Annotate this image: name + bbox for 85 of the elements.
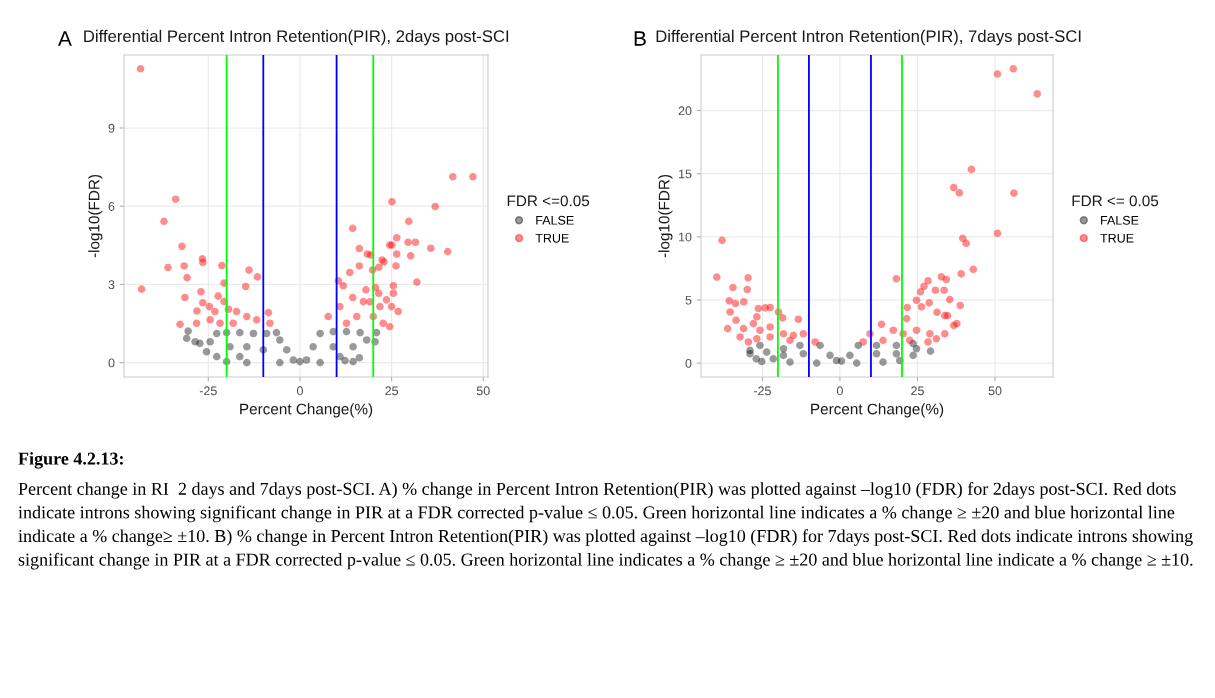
x-tick-label: 50 — [476, 386, 490, 396]
y-tick-label: 6 — [108, 202, 115, 211]
y-tick-label: 10 — [679, 232, 692, 242]
point — [872, 349, 881, 358]
point — [779, 351, 788, 360]
text: B — [634, 31, 646, 46]
legend-label: TRUE — [535, 233, 569, 243]
x-tick-label: 0 — [296, 386, 303, 396]
legend-label: TRUE — [1100, 233, 1134, 243]
point — [356, 328, 364, 337]
point — [909, 351, 917, 360]
point — [349, 342, 357, 351]
point — [752, 355, 761, 363]
point — [202, 347, 211, 356]
point — [212, 352, 221, 361]
y-tick-label: 5 — [685, 295, 692, 305]
y-tick-label: 9 — [108, 123, 115, 133]
legend-title: FDR <= 0.05 — [1072, 195, 1159, 207]
legend-label: FALSE — [1101, 215, 1139, 225]
point — [282, 346, 291, 354]
point — [837, 357, 846, 365]
point — [212, 329, 221, 338]
x-tick-label: -25 — [199, 386, 217, 396]
text: Percent change in RI 2 days and 7days post-SCI. A) % change in Percent Intron Retention(PIR) was plotted against –log10 (FDR) for 2days post-SCI. Red dots indicate introns showing significant change in PIR at a FDR corrected p-value ≤ 0.05. Green horizontal line indicates a % change ≥ ±20 and blue horizontal line indicate a % change≥ ±10. B) % change in Percent Intron Retention(PIR) was plotted against –log10 (FDR) for 7days post-SCI. Red dots indicate introns showing significant change in PIR at a FDR corrected p-value ≤ 0.05. Green horizontal line indicates a % change ≥ ±20 and blue horizontal line indicate a % change ≥ ±10. — [18, 482, 1193, 570]
point — [892, 341, 901, 350]
x-tick-label: 25 — [385, 386, 399, 396]
x-tick-label: 0 — [836, 386, 843, 396]
point — [289, 356, 298, 364]
x-axis-title: Percent Change(%) — [811, 403, 944, 418]
point — [182, 334, 191, 343]
text: A — [58, 31, 72, 46]
point — [769, 355, 778, 363]
y-axis-title: -log10(FDR) — [658, 174, 673, 258]
point — [812, 359, 821, 367]
point — [349, 357, 357, 366]
point — [762, 348, 771, 356]
x-axis-title: Percent Change(%) — [240, 403, 373, 418]
point — [879, 358, 887, 366]
y-tick-label: 3 — [108, 280, 115, 290]
point — [275, 358, 284, 367]
y-tick-label: 20 — [678, 106, 692, 116]
point — [316, 329, 324, 338]
y-axis-title: -log10(FDR) — [88, 174, 103, 258]
point — [362, 336, 371, 344]
legend-label: FALSE — [536, 215, 574, 225]
point — [342, 327, 351, 336]
point — [872, 341, 881, 350]
point — [757, 357, 766, 366]
point — [756, 341, 764, 350]
point — [196, 339, 204, 348]
point — [926, 347, 935, 355]
point — [316, 358, 324, 367]
point — [236, 328, 244, 337]
point — [243, 358, 251, 367]
point — [826, 351, 834, 360]
x-tick-label: -25 — [753, 386, 771, 396]
point — [799, 349, 808, 358]
point — [184, 327, 192, 335]
point — [243, 342, 251, 351]
point — [786, 358, 794, 366]
point — [206, 338, 214, 346]
point — [852, 359, 861, 367]
legend-title: FDR <=0.05 — [507, 195, 590, 207]
point — [296, 357, 304, 366]
point — [309, 342, 317, 351]
x-tick-label: 50 — [988, 386, 1002, 396]
point — [912, 344, 921, 353]
y-tick-label: 15 — [679, 169, 692, 179]
chart-title: Differential Percent Intron Retention(PIR), 2days post-SCI — [84, 29, 509, 46]
y-tick-label: 0 — [108, 358, 115, 368]
point — [302, 356, 311, 364]
x-tick-label: 25 — [911, 386, 924, 396]
point — [846, 351, 854, 360]
point — [236, 352, 244, 361]
point — [275, 336, 284, 344]
chart-title: Differential Percent Intron Retention(PIR), 7days post-SCI — [656, 29, 1081, 46]
point — [272, 328, 281, 337]
point — [341, 356, 349, 365]
point — [249, 329, 258, 338]
y-tick-label: 0 — [685, 358, 692, 368]
point — [892, 349, 901, 358]
point — [779, 344, 788, 353]
point — [796, 341, 804, 350]
caption: Figure 4.2.13: — [18, 452, 123, 469]
point — [355, 353, 364, 362]
